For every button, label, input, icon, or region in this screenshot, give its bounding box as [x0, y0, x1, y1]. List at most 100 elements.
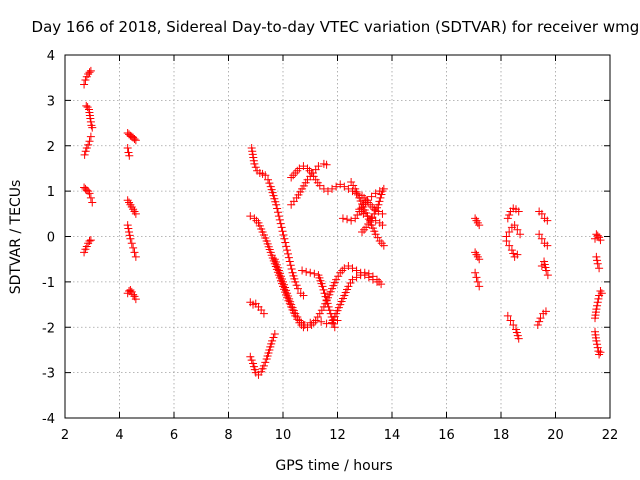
data-point — [86, 117, 95, 126]
data-point — [471, 268, 480, 277]
series-t19d — [533, 307, 550, 329]
y-tick-label: -3 — [42, 367, 55, 382]
data-point — [505, 210, 514, 219]
chart-title: Day 166 of 2018, Sidereal Day-to-day VTE… — [32, 18, 640, 36]
data-point — [307, 168, 316, 177]
data-point — [125, 151, 134, 160]
y-tick-label: 1 — [47, 185, 55, 200]
data-point — [340, 182, 349, 191]
data-point — [366, 216, 375, 225]
data-point — [541, 307, 550, 316]
data-point — [261, 358, 270, 367]
data-point — [596, 286, 605, 295]
data-point — [252, 216, 261, 225]
data-point — [307, 320, 316, 329]
data-point — [344, 184, 353, 193]
data-point — [503, 311, 512, 320]
y-tick-label: 3 — [47, 94, 55, 109]
data-point — [543, 271, 552, 280]
data-point — [352, 273, 361, 282]
data-point — [322, 296, 331, 305]
series-t17c — [471, 268, 484, 291]
series-t21a — [591, 230, 605, 245]
data-point — [592, 336, 601, 345]
series-t18c — [502, 237, 522, 261]
data-point — [270, 330, 279, 339]
data-point — [593, 301, 602, 310]
x-tick-label: 10 — [275, 428, 292, 443]
data-point — [543, 216, 552, 225]
data-point — [367, 192, 376, 201]
series-t03d — [80, 183, 97, 207]
data-point — [313, 313, 322, 322]
data-point — [594, 294, 603, 303]
data-point — [299, 162, 308, 171]
data-point — [86, 236, 95, 245]
data-point — [363, 212, 372, 221]
series-t04b — [123, 144, 134, 160]
data-point — [84, 140, 93, 149]
data-point — [131, 136, 140, 145]
y-axis-label: SDTVAR / TECUs — [8, 180, 24, 295]
data-point — [283, 246, 292, 255]
data-point — [315, 309, 324, 318]
data-point — [83, 103, 92, 112]
series-t17a — [471, 214, 484, 230]
data-point — [338, 266, 347, 275]
data-point — [281, 238, 290, 247]
x-tick-label: 12 — [329, 428, 346, 443]
series-t03a — [80, 66, 95, 89]
data-point — [334, 272, 343, 281]
grid — [65, 55, 610, 418]
data-point — [475, 255, 484, 264]
data-point — [259, 361, 268, 370]
data-point — [286, 261, 295, 270]
data-point — [283, 249, 292, 258]
y-tick-label: -2 — [42, 321, 55, 336]
data-point — [344, 282, 353, 291]
data-point — [259, 309, 268, 318]
data-point — [328, 184, 337, 193]
series-t09a — [247, 144, 308, 300]
data-point — [87, 121, 96, 130]
data-point — [249, 156, 258, 165]
data-point — [246, 212, 255, 221]
data-point — [310, 269, 319, 278]
data-point — [321, 292, 330, 301]
data-point — [248, 150, 257, 159]
series-t12a — [328, 268, 386, 327]
series-t18a — [503, 204, 523, 223]
data-point — [246, 352, 255, 361]
data-point — [126, 286, 135, 295]
data-point — [338, 214, 347, 223]
data-point — [513, 225, 522, 234]
data-point — [302, 267, 311, 276]
series-t21c — [591, 286, 606, 323]
data-point — [275, 215, 284, 224]
data-point — [472, 273, 481, 282]
data-point — [514, 334, 523, 343]
data-point — [265, 179, 274, 188]
data-point — [86, 114, 95, 123]
data-point — [594, 347, 603, 356]
data-point — [359, 209, 368, 218]
data-point — [299, 291, 308, 300]
data-point — [506, 316, 515, 325]
data-point — [82, 144, 91, 153]
data-point — [360, 268, 369, 277]
data-point — [364, 220, 373, 229]
data-point — [88, 123, 97, 132]
data-point — [332, 182, 341, 191]
data-point — [311, 316, 320, 325]
data-point — [595, 350, 604, 359]
series-t18b — [502, 221, 525, 241]
data-point — [375, 277, 384, 286]
data-point — [298, 266, 307, 275]
data-point — [274, 212, 283, 221]
data-point — [295, 316, 304, 325]
data-point — [80, 150, 89, 159]
y-tick-label: 4 — [47, 49, 55, 64]
data-point — [325, 306, 334, 315]
data-point — [375, 237, 384, 246]
data-point — [315, 181, 324, 190]
